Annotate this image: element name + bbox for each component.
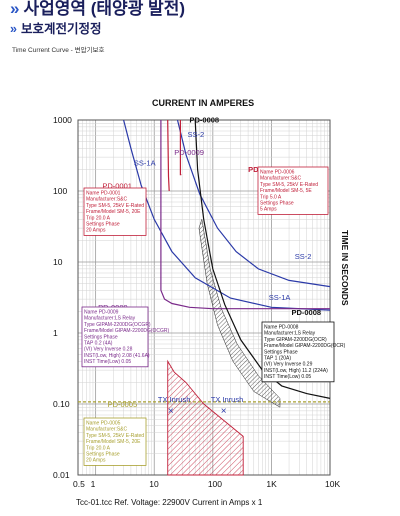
section-title-text: 보호계전기정정 xyxy=(20,22,102,36)
tx-inrush-label: TX Inrush xyxy=(211,395,244,404)
annotation-line: Settings Phase xyxy=(264,349,298,355)
curve-label: PD-0008 xyxy=(291,308,321,317)
page-heading-text: 사업영역 (태양광 발전) xyxy=(23,0,185,18)
tx-inrush-marker: × xyxy=(168,406,174,417)
annotation-line: INST Time(Low) 0.05 xyxy=(264,374,311,380)
annotation-box-pd-0001 xyxy=(83,187,147,236)
annotation-line: (VI) Very Inverse 0.29 xyxy=(264,362,313,368)
section-title: » 보호계전기정정 xyxy=(10,18,101,37)
y-tick-label: 1000 xyxy=(53,115,72,125)
annotation-line: Settings Phase xyxy=(260,201,294,207)
series-line-pd-0006 xyxy=(179,120,182,176)
annotation-line: Type GIPAM-2200DG(OCR) xyxy=(264,337,327,343)
annotation-line: Type SM-5, 25kV E-Rated xyxy=(260,182,318,188)
annotation-line: Type SM-5, 25kV E-Rated xyxy=(86,203,144,209)
series-line-pd-0001 xyxy=(167,119,170,192)
series-line-pd-0009 xyxy=(160,120,330,310)
annotation-line: Type GIPAM-2200DG(OCGR) xyxy=(84,322,151,328)
tx-inrush-marker: × xyxy=(221,406,227,417)
x-tick-label: 10K xyxy=(325,479,340,489)
annotation-line: INST(Low, High) 11.2 (224A) xyxy=(264,368,328,374)
annotation-line: Trip 20.0 A xyxy=(86,445,111,451)
tx-inrush-label: TX Inrush xyxy=(158,395,191,404)
x-tick-label: 100 xyxy=(208,479,222,489)
annotation-line: Name PD-0005 xyxy=(86,421,121,427)
curve-label: PD-0005 xyxy=(108,400,138,409)
curve-label: SS-2 xyxy=(188,130,205,139)
annotation-box-pd-0006 xyxy=(257,166,329,215)
annotation-box-pd-0005 xyxy=(83,417,147,466)
annotation-line: Settings Phase xyxy=(86,222,120,228)
series-line-ss-1a xyxy=(123,119,331,311)
y-tick-label: 0.01 xyxy=(53,470,70,480)
annotation-line: Frame/Model GIPAM-2200DG(OCGR) xyxy=(84,328,170,334)
annotation-line: Settings Phase xyxy=(86,452,120,458)
annotation-line: 20 Amps xyxy=(86,228,106,234)
chart-title: CURRENT IN AMPERES xyxy=(152,98,254,108)
y-tick-label: 10 xyxy=(53,257,63,267)
x-axis-label: Tcc-01.tcc Ref. Voltage: 22900V Current … xyxy=(76,498,263,507)
annotation-line: Manufacturer:S&C xyxy=(86,197,128,203)
double-chevron-icon: » xyxy=(10,0,20,18)
annotation-box-pd-0009 xyxy=(81,306,149,368)
annotation-line: Frame/Model SM-5, 20E xyxy=(86,209,141,215)
curve-label: SS-2 xyxy=(295,252,312,261)
annotation-line: Name PD-0001 xyxy=(86,191,121,197)
annotation-line: Frame/Model SM-5, 5E xyxy=(260,188,312,194)
annotation-line: 5 Amps xyxy=(260,207,277,213)
annotation-line: 20 Amps xyxy=(86,458,106,464)
annotation-line: INST(Low, High) 2.08 (41.6A) xyxy=(84,353,150,359)
curve-label: PD-0001 xyxy=(102,182,132,191)
page-heading: » 사업영역 (태양광 발전) xyxy=(10,0,185,19)
fuse-damage-region xyxy=(167,359,244,476)
annotation-line: Name PD-0006 xyxy=(260,170,295,176)
series-line-ss-2 xyxy=(176,119,331,288)
annotation-line: Manufacturer:S&C xyxy=(86,427,128,433)
curve-label: SS-1A xyxy=(134,158,156,167)
x-tick-label: 10 xyxy=(149,479,159,489)
series-line-pd-0008 xyxy=(194,119,331,399)
annotation-line: Manufacturer:LS Relay xyxy=(264,331,316,337)
curve-label: PD-0008 xyxy=(190,116,220,125)
chart-subtitle: Time Current Curve - 변압기보호 xyxy=(12,47,105,54)
y-tick-label: 1 xyxy=(53,328,58,338)
y-tick-label: 100 xyxy=(53,186,67,196)
curve-label: PD-0009 xyxy=(174,148,204,157)
annotation-line: TAP 1 (20A) xyxy=(264,356,291,362)
annotation-line: INST Time(Low) 0.05 xyxy=(84,359,131,365)
x-tick-label: 1K xyxy=(266,479,277,489)
annotation-box-pd-0008 xyxy=(261,321,335,383)
annotation-line: TAP 0.2 (4A) xyxy=(84,341,113,347)
y-tick-label: 0.10 xyxy=(53,399,70,409)
annotation-line: Trip 20.0 A xyxy=(86,215,111,221)
x-tick-label: 0.5 xyxy=(73,479,85,489)
annotation-line: Name PD-0009 xyxy=(84,310,119,316)
x-tick-label: 1 xyxy=(91,479,96,489)
annotation-line: Frame/Model SM-5, 20E xyxy=(86,439,141,445)
annotation-line: Manufacturer:LS Relay xyxy=(84,316,136,322)
annotation-line: Settings Phase xyxy=(84,334,118,340)
annotation-line: Manufacturer:S&C xyxy=(260,176,302,182)
curve-label: SS-1A xyxy=(269,293,291,302)
y-axis-label: TIME IN SECONDS xyxy=(340,230,350,306)
annotation-line: Type SM-5, 25kV E-Rated xyxy=(86,433,144,439)
annotation-line: Frame/Model GIPAM-2200DG(OCR) xyxy=(264,343,346,349)
double-chevron-icon: » xyxy=(10,22,17,36)
annotation-line: (VI) Very Inverse 0.28 xyxy=(84,347,133,353)
annotation-line: Trip 5.0 A xyxy=(260,194,282,200)
annotation-line: Name PD-0008 xyxy=(264,325,299,331)
